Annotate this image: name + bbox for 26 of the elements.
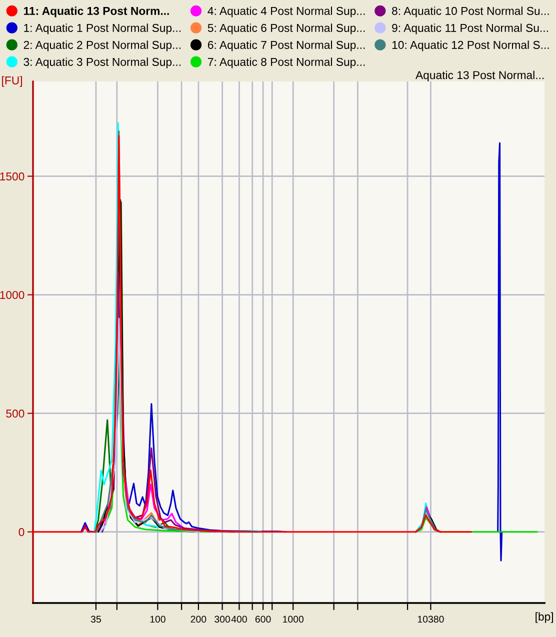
x-tick-label: 400 (231, 616, 247, 623)
legend-label: 3: Aquatic 3 Post Normal Sup... (24, 58, 181, 68)
y-axis-title: [FU] (2, 76, 22, 87)
x-tick-label: 10380 (418, 616, 444, 623)
legend-label: 5: Aquatic 6 Post Normal Sup... (208, 24, 365, 34)
legend-label: 9: Aquatic 11 Post Normal Su... (392, 24, 548, 34)
y-tick-label: 500 (6, 410, 24, 418)
legend-label: 6: Aquatic 7 Post Normal Sup... (208, 40, 365, 52)
legend-label: 2: Aquatic 2 Post Normal Sup... (24, 40, 181, 52)
legend-label: 4: Aquatic 4 Post Normal Sup... (208, 6, 365, 18)
x-tick-label: 100 (150, 616, 166, 623)
legend-label: 10: Aquatic 12 Post Normal S... (392, 40, 549, 52)
legend-label: 1: Aquatic 1 Post Normal Sup... (24, 24, 181, 34)
x-tick-label: 300 (214, 616, 230, 623)
legend-label: 7: Aquatic 8 Post Normal Sup... (208, 58, 365, 68)
legend-label: 11: Aquatic 13 Post Norm... (24, 6, 169, 18)
chart-title: Aquatic 13 Post Normal... (416, 70, 544, 82)
y-tick-label: 0 (18, 528, 24, 536)
x-tick-label: 1000 (283, 616, 304, 623)
x-axis-title: [bp] (536, 612, 553, 623)
x-tick-label: 600 (255, 616, 271, 623)
x-tick-label: 200 (190, 616, 206, 623)
y-tick-label: 1000 (0, 290, 24, 300)
y-tick-label: 1500 (0, 172, 24, 180)
legend-label: 8: Aquatic 10 Post Normal Su... (392, 6, 549, 18)
x-tick-label: 35 (90, 616, 101, 623)
